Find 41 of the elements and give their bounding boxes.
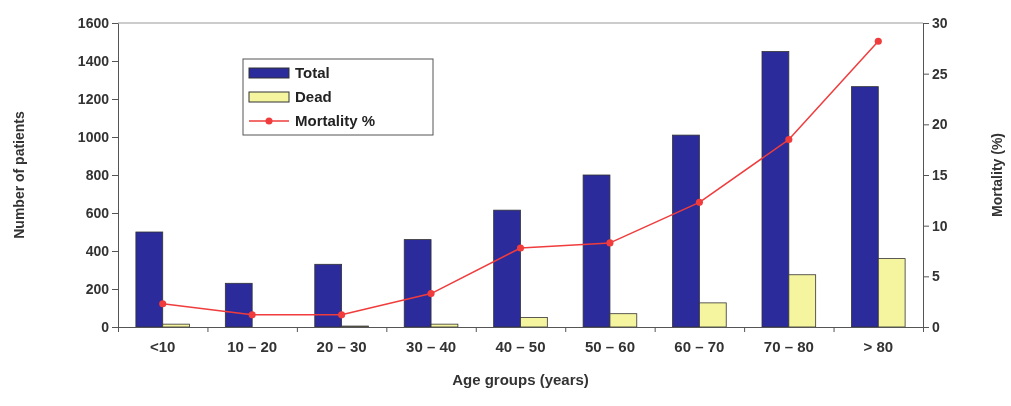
y-tick-label: 1600 [77,14,110,31]
y2-tick-label: 5 [932,268,940,285]
x-tick-label: <10 [150,337,176,355]
y2-tick-label: 25 [932,65,948,82]
x-axis-title: Age groups (years) [452,371,589,388]
point [874,37,882,45]
legend-label: Total [295,64,330,81]
point [338,311,346,319]
bar [224,282,253,328]
y2-tick-label: 0 [932,318,940,335]
point [695,198,703,206]
x-tick-label: 50 – 60 [584,337,635,355]
legend-label: Mortality % [295,112,376,129]
y-axis-title: Number of patients [11,111,27,239]
y2-tick-label: 15 [932,166,948,183]
y-tick-label: 1200 [77,90,110,107]
point [248,311,256,319]
point [606,239,614,247]
point [159,300,167,308]
point [427,290,435,298]
x-tick-label: 70 – 80 [763,337,814,355]
y-tick-label: 1000 [77,128,110,145]
x-tick-label: 20 – 30 [316,337,367,355]
x-tick-label: > 80 [863,337,894,355]
y2-tick-label: 10 [932,217,948,234]
y2-axis-title: Mortality (%) [989,133,1005,217]
y-tick-label: 200 [85,280,110,297]
legend-label: Dead [295,88,332,105]
y2-tick-label: 20 [932,116,948,133]
point [516,244,525,252]
y-tick-label: 400 [85,242,110,259]
x-tick-label: 30 – 40 [406,337,457,355]
y-tick-label: 1400 [77,52,110,69]
y-tick-label: 0 [101,318,110,335]
y2-tick-label: 30 [932,14,948,31]
y-tick-label: 600 [85,204,110,221]
x-tick-label: 40 – 50 [495,337,546,355]
y-tick-label: 800 [85,166,110,183]
x-tick-label: 60 – 70 [674,337,725,355]
x-tick-label: 10 – 20 [227,337,278,355]
point [785,135,793,144]
